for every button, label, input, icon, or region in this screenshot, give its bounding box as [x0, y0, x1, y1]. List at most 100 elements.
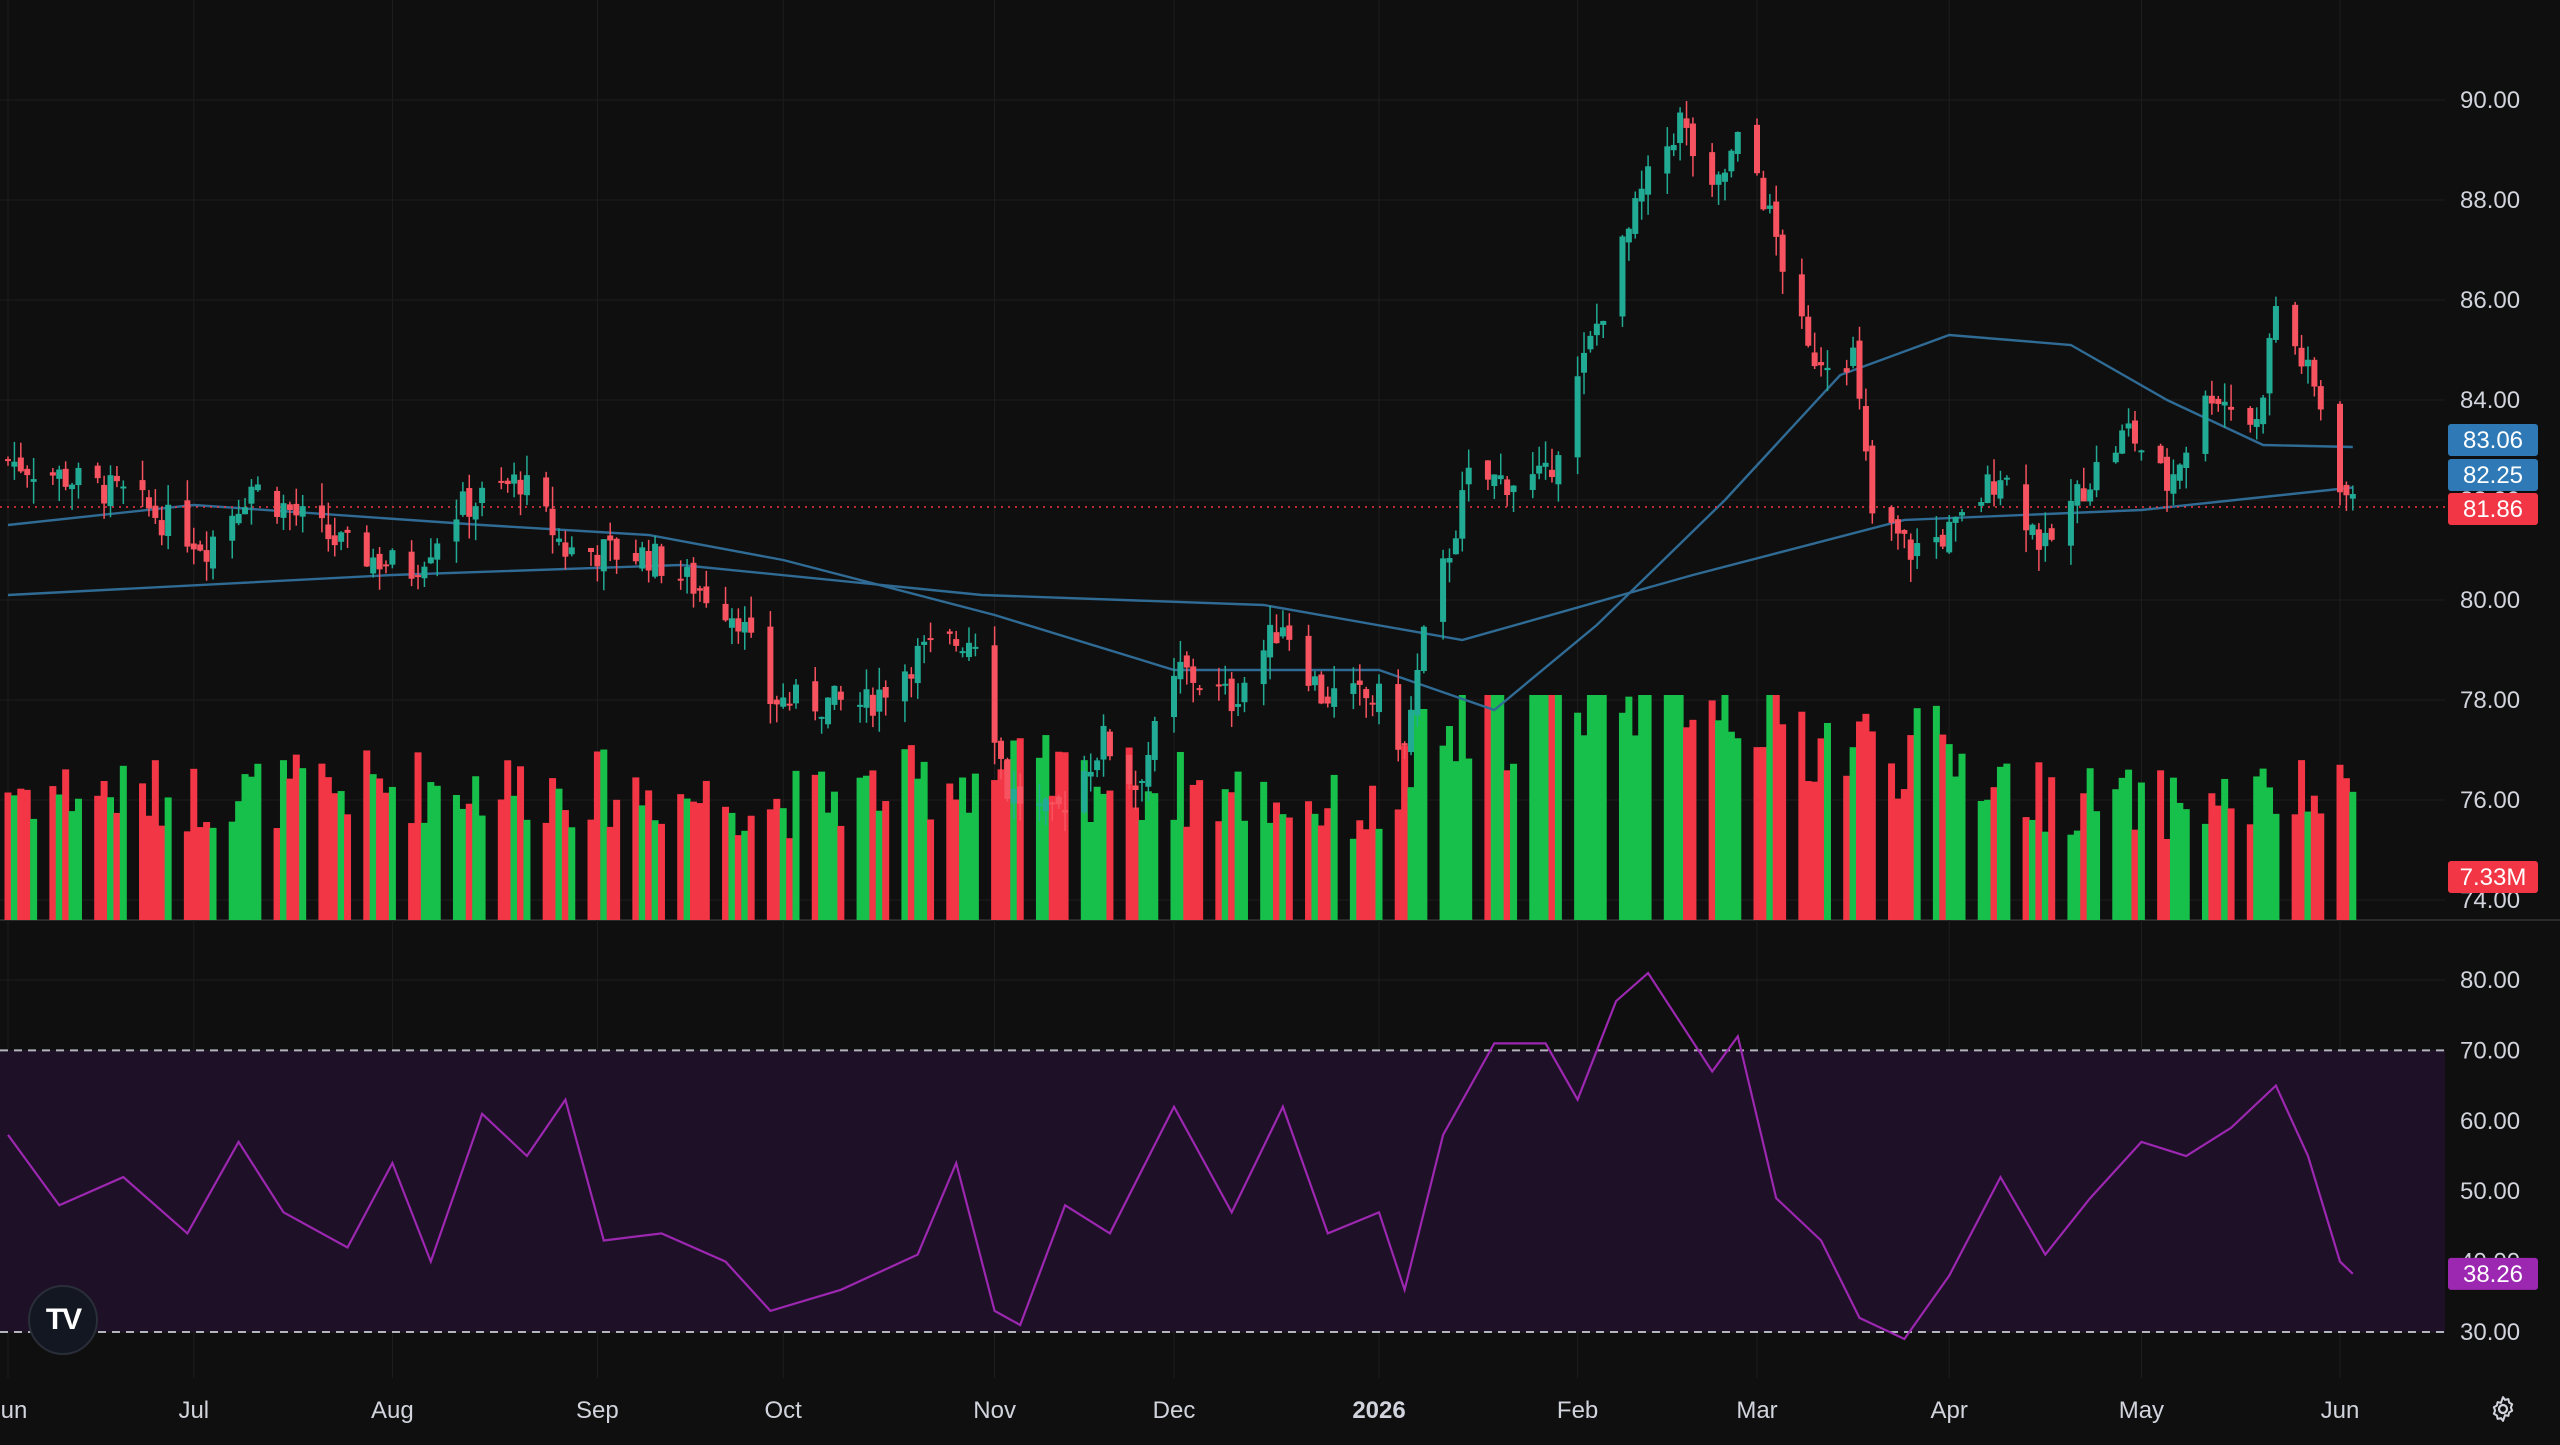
gear-icon[interactable]: [2486, 1392, 2520, 1426]
volume-bar: [1817, 738, 1825, 920]
volume-bar: [1413, 710, 1421, 920]
candle-body: [831, 685, 838, 705]
volume-bar: [702, 780, 710, 920]
volume-bar: [1362, 829, 1370, 920]
rsi-tick-label: 30.00: [2460, 1319, 2520, 1346]
candle-body: [741, 621, 748, 633]
candle-body: [639, 547, 646, 569]
volume-bar: [2093, 811, 2101, 920]
volume-bar: [23, 789, 31, 920]
volume-bar: [907, 745, 915, 920]
candle-body: [735, 618, 742, 632]
candle-body: [914, 645, 921, 684]
time-tick-label: Sep: [576, 1397, 619, 1424]
candle-body: [421, 566, 428, 579]
candle-body: [113, 475, 120, 482]
candle-body: [1542, 462, 1549, 467]
candle-body: [645, 551, 652, 571]
candle-body: [2228, 406, 2235, 410]
candle-body: [1798, 274, 1805, 317]
candle-body: [1805, 316, 1812, 346]
volume-bar: [68, 811, 76, 920]
candle-body: [280, 503, 287, 518]
volume-bar: [369, 774, 377, 920]
volume-bar: [1465, 758, 1473, 920]
volume-bar: [497, 799, 505, 920]
candle-body: [1100, 725, 1107, 760]
candle-body: [959, 651, 966, 654]
candle-body: [953, 639, 960, 646]
volume-bar: [1458, 695, 1466, 920]
candlestick-series: [5, 101, 2356, 831]
volume-bar: [2041, 831, 2049, 920]
volume-bar: [991, 780, 999, 920]
volume-bar: [600, 749, 608, 920]
volume-bar: [1087, 821, 1095, 920]
time-axis[interactable]: Jun Jul Aug Sep Oct Nov Dec 2026 Feb Mar Apr May Jun: [0, 1397, 2359, 1424]
volume-bar: [1907, 735, 1915, 920]
candle-body: [459, 491, 466, 515]
volume-bar: [1279, 814, 1287, 920]
volume-bar: [292, 754, 300, 920]
candle-body: [1901, 530, 1908, 534]
volume-bar: [2246, 824, 2254, 920]
candle-body: [1446, 558, 1453, 563]
candle-body: [773, 699, 780, 705]
candle-body: [767, 626, 774, 704]
ma200-value-tag: 82.25: [2463, 462, 2523, 489]
candle-body: [1484, 460, 1491, 480]
volume-bar: [1176, 751, 1184, 920]
candle-body: [370, 557, 377, 574]
candle-body: [120, 486, 127, 489]
candle-body: [1286, 625, 1293, 640]
candle-body: [184, 500, 191, 547]
volume-bar: [363, 750, 371, 920]
candle-body: [344, 529, 351, 533]
volume-bar: [568, 827, 576, 920]
volume-bar: [1631, 735, 1639, 920]
volume-bar: [286, 778, 294, 920]
candle-body: [1645, 166, 1652, 195]
volume-bar: [1676, 695, 1684, 920]
volume-bar: [1644, 695, 1652, 920]
candle-body: [1683, 118, 1690, 128]
candle-body: [1510, 485, 1517, 493]
volume-bar: [1894, 798, 1902, 920]
volume-bar: [1125, 747, 1133, 920]
candle-body: [1862, 405, 1869, 452]
time-tick-label: Mar: [1736, 1397, 1777, 1424]
moving-average-line: [7, 333, 2353, 712]
candle-body: [2112, 452, 2119, 463]
volume-bar: [2349, 791, 2357, 920]
candle-body: [2093, 462, 2100, 491]
volume-bar: [1100, 793, 1108, 920]
volume-bar: [542, 822, 550, 920]
candle-body: [793, 684, 800, 704]
candle-body: [1869, 445, 1876, 514]
volume-bar: [113, 812, 121, 920]
moving-average-line: [7, 486, 2353, 642]
candle-body: [1190, 666, 1197, 683]
volume-bar: [1856, 721, 1864, 920]
candle-body: [2035, 529, 2042, 550]
candle-body: [1888, 507, 1895, 523]
volume-bar: [1779, 724, 1787, 920]
tradingview-logo-icon[interactable]: TV: [28, 1285, 98, 1355]
candle-body: [2119, 430, 2126, 454]
candle-body: [703, 586, 710, 604]
candle-body: [11, 461, 18, 467]
candle-body: [286, 504, 293, 511]
logo-text: TV: [45, 1303, 82, 1336]
candle-body: [1773, 201, 1780, 237]
candle-body: [1350, 683, 1357, 694]
candle-body: [1914, 543, 1921, 557]
volume-bar: [1484, 695, 1492, 920]
volume-bar: [2067, 834, 2075, 920]
candle-body: [197, 544, 204, 551]
rsi-tick-label: 70.00: [2460, 1037, 2520, 1064]
candle-body: [1241, 682, 1248, 703]
candle-body: [837, 691, 844, 700]
candle-body: [696, 588, 703, 591]
